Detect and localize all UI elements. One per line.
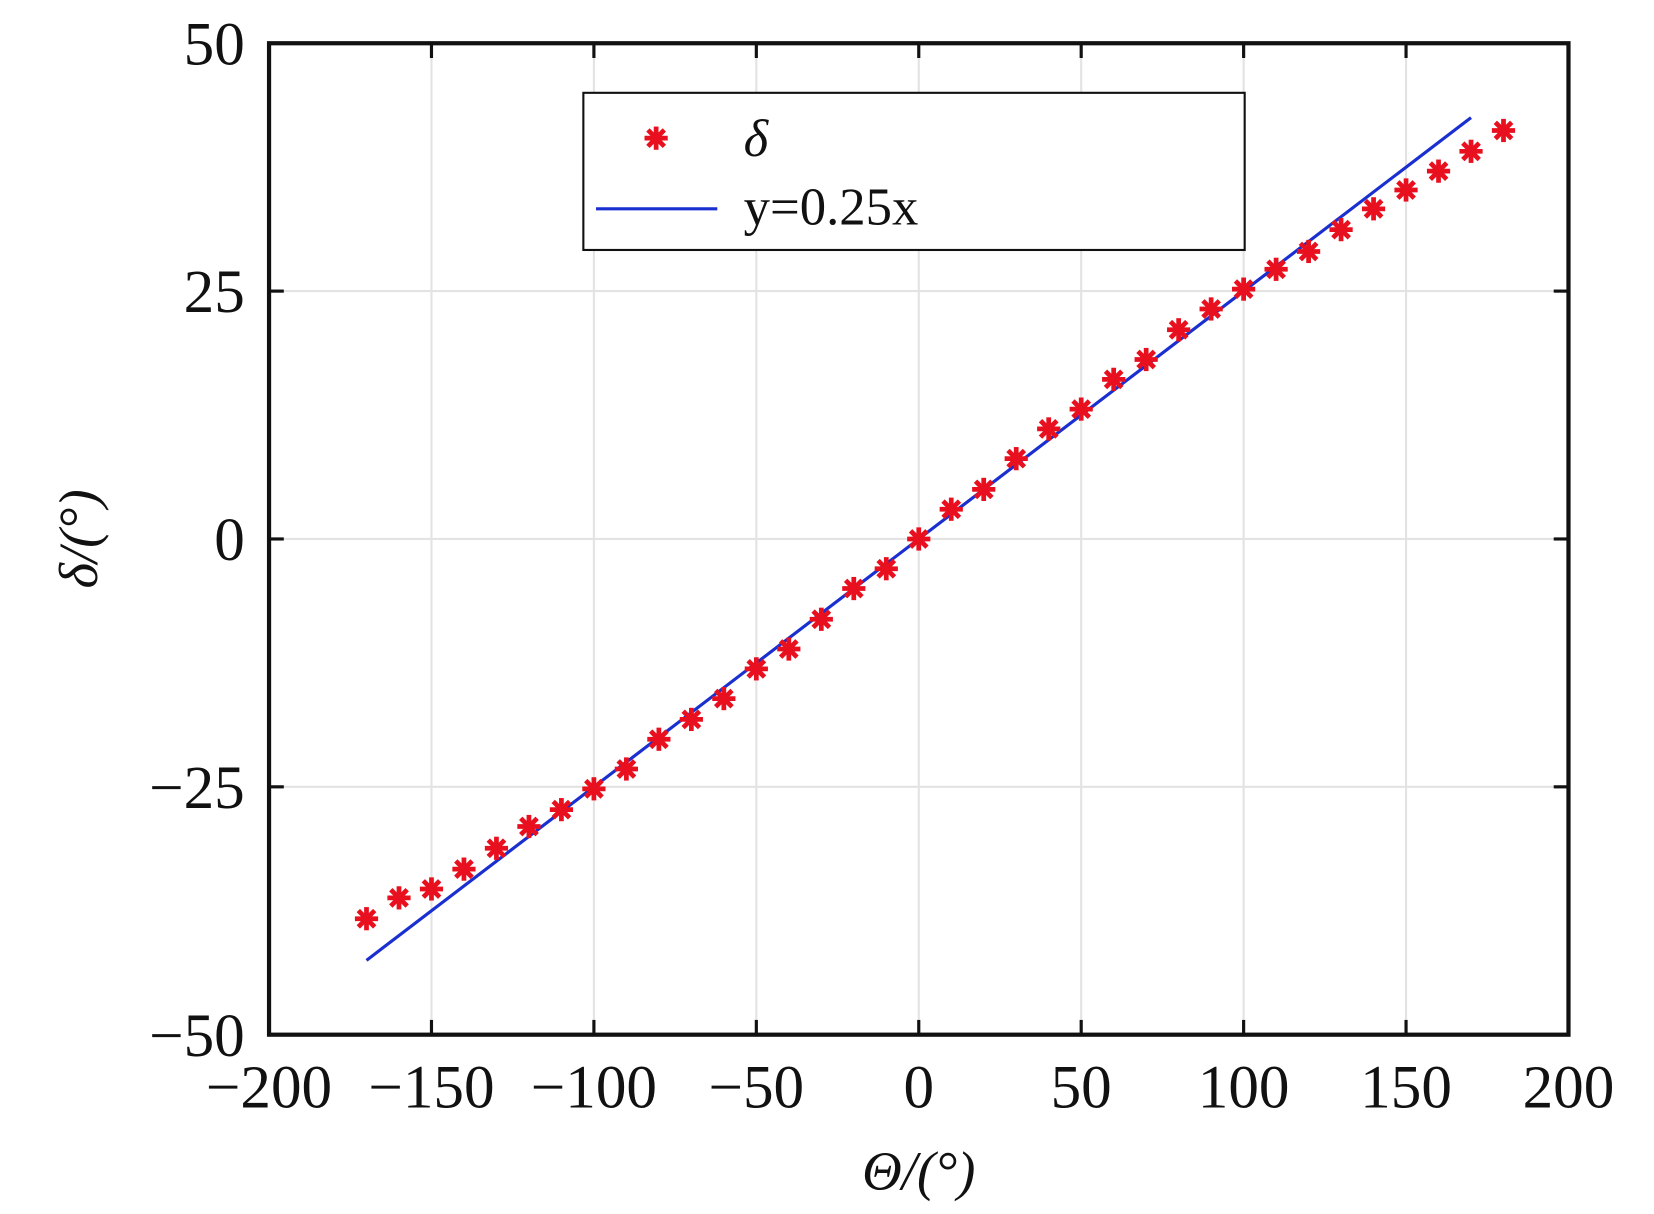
data-point — [1296, 239, 1321, 264]
asterisk-stroke — [1168, 319, 1189, 340]
data-point — [419, 877, 444, 901]
x-tick-label: 0 — [903, 1053, 934, 1121]
data-point — [387, 886, 411, 910]
data-point — [1134, 347, 1158, 372]
data-point — [452, 857, 476, 881]
legend: δ y=0.25x — [582, 91, 1246, 252]
x-tick-label: 150 — [1360, 1053, 1452, 1121]
legend-box — [582, 91, 1246, 252]
asterisk-stroke — [811, 609, 832, 630]
y-tick-label: 50 — [184, 10, 245, 78]
data-point — [484, 836, 509, 860]
data-point — [1491, 118, 1516, 143]
data-point — [712, 686, 736, 711]
x-tick-label: −200 — [206, 1053, 332, 1121]
asterisk-marker — [644, 126, 668, 150]
asterisk-stroke — [1071, 399, 1092, 419]
data-point — [777, 637, 801, 661]
data-point — [1264, 257, 1288, 281]
asterisk-stroke — [1103, 369, 1124, 390]
data-point — [1232, 277, 1256, 301]
y-tick-label: 0 — [214, 506, 245, 574]
y-tick-label: 25 — [184, 258, 245, 326]
data-point — [1102, 367, 1126, 391]
asterisk-stroke — [551, 799, 572, 820]
data-point — [1394, 178, 1418, 202]
asterisk-stroke — [1136, 349, 1157, 370]
data-point — [582, 777, 606, 801]
asterisk-stroke — [1428, 161, 1449, 182]
data-point — [614, 757, 638, 781]
data-point — [907, 527, 931, 551]
data-point — [1361, 197, 1386, 221]
asterisk-stroke — [1396, 180, 1416, 200]
legend-asterisk-marker — [644, 126, 668, 150]
data-point — [1069, 397, 1093, 421]
asterisk-stroke — [421, 879, 442, 899]
x-tick-label: 100 — [1198, 1053, 1290, 1121]
x-tick-label: −100 — [531, 1053, 657, 1121]
asterisk-stroke — [646, 128, 667, 149]
data-point — [1329, 218, 1353, 242]
plot-marks — [354, 116, 1516, 962]
asterisk-stroke — [843, 578, 864, 599]
asterisk-stroke — [1493, 120, 1514, 141]
data-point — [679, 707, 703, 732]
asterisk-stroke — [778, 639, 799, 659]
asterisk-stroke — [973, 479, 994, 500]
ticks — [269, 43, 1569, 1035]
y-tick-label: −25 — [149, 754, 245, 822]
asterisk-stroke — [616, 759, 637, 779]
asterisk-stroke — [1201, 299, 1222, 319]
tick-labels: −200 −150 −100 −50 0 50 100 150 200 −50 −25 0 25 50 — [149, 10, 1614, 1121]
asterisk-stroke — [648, 729, 669, 750]
data-point — [1037, 417, 1061, 441]
y-axis-label: δ/(°) — [48, 489, 109, 588]
data-point — [517, 814, 541, 839]
data-point — [549, 798, 574, 822]
data-point — [354, 907, 379, 931]
asterisk-stroke — [713, 688, 734, 709]
asterisk-stroke — [941, 499, 962, 520]
asterisk-stroke — [519, 816, 539, 837]
data-point — [874, 557, 898, 581]
data-point — [1004, 447, 1028, 471]
data-point — [1459, 139, 1483, 163]
x-tick-label: −150 — [368, 1053, 494, 1121]
asterisk-stroke — [486, 838, 507, 859]
legend-label-fit: y=0.25x — [744, 179, 919, 237]
asterisk-stroke — [681, 709, 702, 730]
data-point — [744, 657, 768, 681]
asterisk-stroke — [1461, 141, 1481, 162]
y-tick-label: −50 — [149, 1002, 245, 1070]
data-point — [972, 477, 996, 501]
data-point — [647, 727, 671, 751]
asterisk-stroke — [454, 859, 474, 880]
x-axis-label: Θ/(°) — [862, 1141, 975, 1202]
asterisk-stroke — [1266, 259, 1286, 280]
asterisk-stroke — [1363, 198, 1384, 219]
asterisk-stroke — [389, 887, 409, 908]
asterisk-stroke — [908, 529, 929, 549]
asterisk-stroke — [1233, 279, 1254, 300]
data-point — [809, 607, 833, 631]
asterisk-stroke — [1038, 419, 1059, 439]
data-point — [939, 497, 963, 521]
x-tick-label: 50 — [1051, 1053, 1112, 1121]
asterisk-stroke — [1331, 219, 1351, 240]
asterisk-stroke — [1006, 448, 1027, 469]
asterisk-stroke — [356, 908, 377, 929]
asterisk-stroke — [1298, 241, 1319, 262]
data-point — [842, 576, 866, 601]
data-point — [1426, 159, 1451, 183]
asterisk-stroke — [876, 558, 897, 579]
x-tick-label: 200 — [1523, 1053, 1615, 1121]
data-point — [1167, 318, 1191, 342]
legend-label-delta: δ — [744, 110, 770, 168]
data-point — [1199, 297, 1223, 321]
x-tick-label: −50 — [709, 1053, 805, 1121]
asterisk-stroke — [746, 658, 767, 679]
asterisk-stroke — [584, 778, 604, 799]
